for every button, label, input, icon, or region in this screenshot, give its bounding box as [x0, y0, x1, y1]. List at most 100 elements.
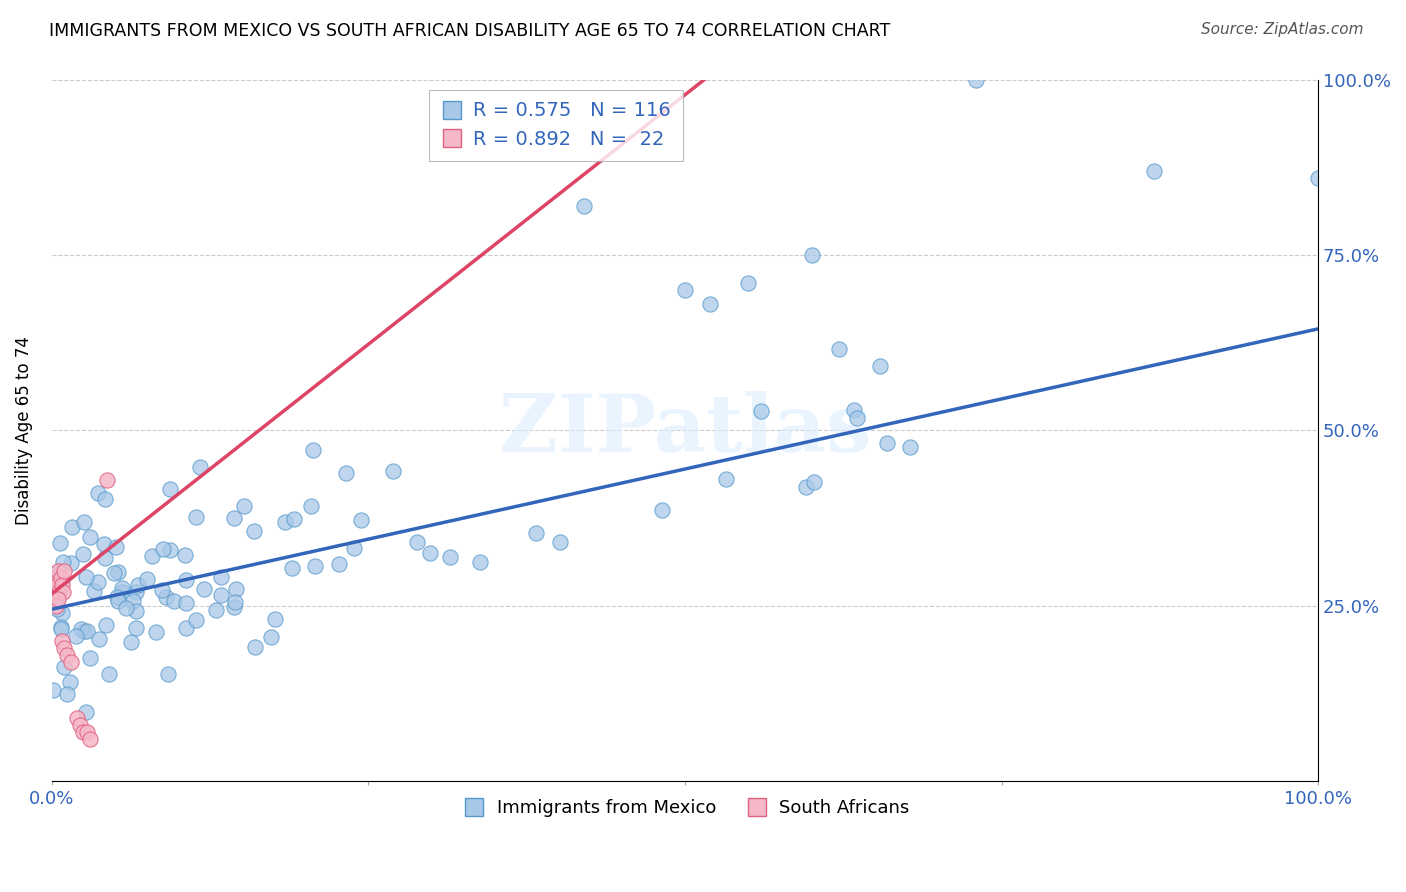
Point [98, 666, 121, 681]
Point [242, 524, 264, 538]
Point [524, 526, 547, 541]
Point [1142, 164, 1164, 178]
Point [174, 596, 197, 610]
Point [174, 622, 197, 636]
Point [193, 582, 215, 596]
Point [184, 510, 207, 524]
Point [163, 594, 186, 608]
Point [79, 651, 101, 665]
Point [141, 549, 163, 563]
Point [51, 620, 73, 634]
Point [156, 667, 179, 681]
Point [1308, 171, 1330, 186]
Y-axis label: Disability Age 65 to 74: Disability Age 65 to 74 [15, 336, 32, 524]
Point [209, 570, 232, 584]
Point [53, 564, 76, 578]
Point [75, 570, 97, 584]
Point [60, 520, 83, 534]
Point [222, 599, 245, 614]
Point [737, 277, 759, 291]
Point [107, 565, 129, 579]
Point [381, 465, 404, 479]
Point [174, 548, 197, 562]
Point [842, 403, 865, 417]
Point [243, 640, 266, 654]
Point [56, 648, 79, 662]
Point [283, 512, 305, 526]
Point [406, 535, 429, 549]
Point [120, 635, 142, 649]
Point [127, 578, 149, 592]
Point [66, 711, 89, 725]
Point [122, 593, 145, 607]
Point [125, 621, 148, 635]
Point [115, 600, 138, 615]
Point [304, 558, 326, 573]
Point [796, 480, 818, 494]
Point [49, 622, 72, 636]
Point [48, 584, 70, 599]
Point [350, 513, 373, 527]
Point [53, 640, 76, 655]
Point [89, 632, 111, 647]
Point [51, 573, 73, 587]
Point [52, 555, 75, 569]
Point [965, 73, 987, 87]
Point [86, 574, 108, 589]
Point [65, 629, 87, 643]
Point [94, 491, 117, 506]
Point [46, 591, 69, 606]
Point [572, 199, 595, 213]
Point [159, 543, 181, 558]
Point [46, 564, 69, 578]
Point [42, 591, 65, 606]
Point [233, 500, 256, 514]
Point [281, 561, 304, 575]
Point [803, 475, 825, 489]
Point [53, 659, 76, 673]
Point [44, 584, 66, 599]
Text: IMMIGRANTS FROM MEXICO VS SOUTH AFRICAN DISABILITY AGE 65 TO 74 CORRELATION CHAR: IMMIGRANTS FROM MEXICO VS SOUTH AFRICAN … [49, 22, 890, 40]
Point [79, 530, 101, 544]
Point [205, 602, 228, 616]
Point [51, 607, 73, 621]
Point [335, 467, 357, 481]
Point [86, 485, 108, 500]
Point [103, 566, 125, 580]
Point [152, 541, 174, 556]
Point [93, 537, 115, 551]
Point [152, 583, 174, 598]
Point [328, 557, 350, 571]
Point [72, 725, 94, 739]
Point [343, 541, 366, 555]
Point [749, 404, 772, 418]
Point [188, 460, 211, 475]
Point [136, 572, 159, 586]
Point [302, 442, 325, 457]
Point [264, 612, 287, 626]
Point [876, 435, 898, 450]
Point [44, 567, 66, 582]
Point [439, 550, 461, 565]
Point [42, 682, 65, 697]
Point [69, 718, 91, 732]
Point [176, 574, 198, 588]
Point [110, 581, 132, 595]
Point [145, 624, 167, 639]
Point [76, 624, 98, 639]
Point [714, 472, 737, 486]
Point [274, 516, 297, 530]
Point [828, 342, 851, 356]
Point [79, 731, 101, 746]
Point [73, 624, 96, 639]
Point [51, 633, 73, 648]
Point [46, 593, 69, 607]
Point [52, 584, 75, 599]
Point [260, 631, 283, 645]
Text: ZIPatlas: ZIPatlas [499, 392, 872, 469]
Point [209, 589, 232, 603]
Point [125, 604, 148, 618]
Point [96, 473, 118, 487]
Point [51, 578, 73, 592]
Point [42, 574, 65, 588]
